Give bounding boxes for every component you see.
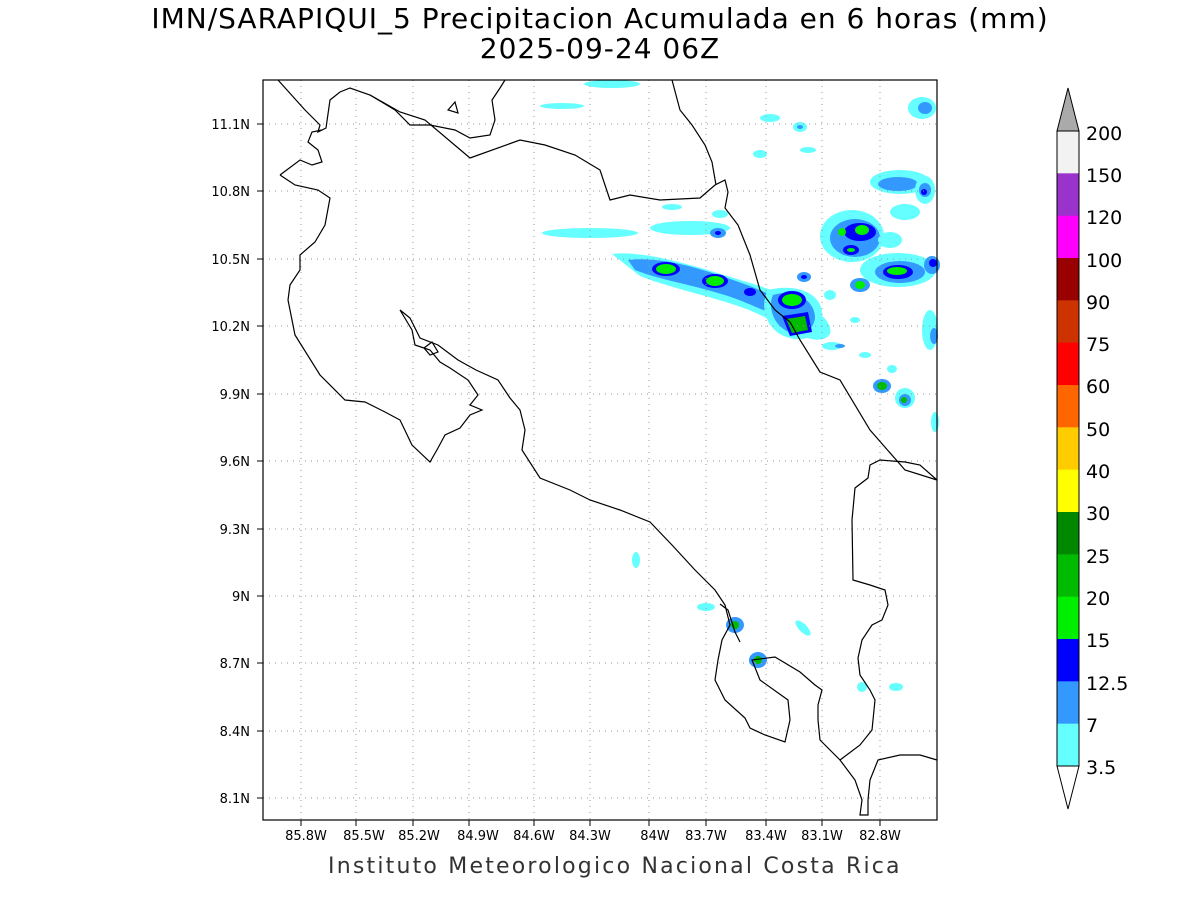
colorbar-label: 20 — [1086, 588, 1110, 610]
colorbar-segment — [1057, 639, 1079, 682]
colorbar-label: 25 — [1086, 546, 1110, 568]
footer-credit: Instituto Meteorologico Nacional Costa R… — [328, 854, 902, 879]
colorbar-label: 7 — [1086, 715, 1098, 737]
lon-tick-label: 83.7W — [685, 829, 727, 844]
lat-tick-label: 10.2N — [211, 320, 250, 335]
lat-tick-label: 8.4N — [220, 725, 250, 740]
lon-tick-labels: 85.8W 85.5W 85.2W 84.9W 84.6W 84.3W 84W … — [285, 829, 901, 844]
colorbar-label: 40 — [1086, 461, 1110, 483]
colorbar-segment — [1057, 723, 1079, 767]
colorbar-segment — [1057, 258, 1079, 301]
lat-tick-label: 10.5N — [211, 253, 250, 268]
colorbar-segment — [1057, 300, 1079, 344]
lat-lon-grid — [263, 80, 937, 820]
lon-tick-label: 85.2W — [398, 829, 440, 844]
map-subtitle-date: 2025-09-24 06Z — [479, 32, 721, 65]
lat-tick-label: 9N — [232, 590, 250, 605]
lon-tick-label: 84.9W — [457, 829, 499, 844]
lon-tick-label: 82.8W — [859, 829, 901, 844]
colorbar-segment — [1057, 173, 1079, 217]
lat-tick-label: 9.9N — [220, 388, 250, 403]
precipitation-field — [540, 80, 940, 692]
axis-ticks — [257, 123, 881, 826]
colorbar-label: 120 — [1086, 207, 1122, 229]
colorbar-segment — [1057, 385, 1079, 428]
colorbar-frame — [1056, 130, 1080, 767]
colorbar-segment — [1057, 469, 1079, 513]
colorbar-segment — [1057, 681, 1079, 725]
plot-frame — [262, 79, 938, 821]
colorbar-segment — [1057, 554, 1079, 598]
lat-tick-label: 9.3N — [220, 523, 250, 538]
colorbar-segment — [1057, 215, 1079, 259]
colorbar-over-arrow — [1056, 87, 1080, 132]
lon-tick-label: 83.4W — [745, 829, 787, 844]
lat-tick-label: 11.1N — [211, 118, 250, 133]
colorbar-label: 3.5 — [1086, 757, 1116, 779]
lon-tick-label: 84W — [640, 829, 670, 844]
colorbar-label: 150 — [1086, 165, 1122, 187]
colorbar-segment — [1057, 427, 1079, 471]
colorbar-label: 15 — [1086, 630, 1110, 652]
colorbar-label: 12.5 — [1086, 673, 1128, 695]
colorbar-label: 30 — [1086, 503, 1110, 525]
lon-tick-label: 84.6W — [513, 829, 555, 844]
map-title: IMN/SARAPIQUI_5 Precipitacion Acumulada … — [151, 2, 1049, 35]
colorbar-segment — [1057, 512, 1079, 555]
colorbar-segments — [1057, 131, 1079, 767]
colorbar-label: 50 — [1086, 419, 1110, 441]
lat-tick-label: 8.1N — [220, 792, 250, 807]
colorbar-segment — [1057, 342, 1079, 386]
lat-tick-label: 9.6N — [220, 455, 250, 470]
colorbar-label: 200 — [1086, 123, 1122, 145]
colorbar-label: 100 — [1086, 250, 1122, 272]
lat-tick-label: 10.8N — [211, 185, 250, 200]
colorbar-label: 75 — [1086, 334, 1110, 356]
lat-tick-labels: 11.1N 10.8N 10.5N 10.2N 9.9N 9.6N 9.3N 9… — [211, 118, 250, 807]
colorbar: 200 150 120 100 90 75 60 50 40 30 25 20 … — [1056, 87, 1128, 810]
colorbar-label: 60 — [1086, 376, 1110, 398]
colorbar-segment — [1057, 131, 1079, 174]
colorbar-label: 90 — [1086, 292, 1110, 314]
colorbar-segment — [1057, 596, 1079, 640]
lon-tick-label: 84.3W — [569, 829, 611, 844]
lat-tick-label: 8.7N — [220, 657, 250, 672]
coastlines — [277, 79, 938, 816]
lon-tick-label: 85.8W — [285, 829, 327, 844]
colorbar-under-arrow — [1056, 765, 1080, 810]
lon-tick-label: 85.5W — [343, 829, 385, 844]
lon-tick-label: 83.1W — [801, 829, 843, 844]
